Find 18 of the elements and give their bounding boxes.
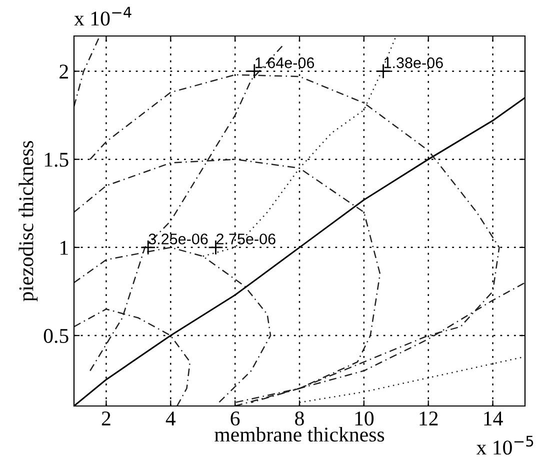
y-tick-label: 0.5	[44, 328, 68, 344]
y-tick-label: 1	[60, 240, 68, 255]
x-tick-label: 14	[484, 412, 503, 426]
x-tick-label: 6	[230, 412, 240, 426]
y-tick-label: 2	[60, 64, 68, 78]
x-tick-label: 8	[295, 411, 304, 426]
annotation: 2.75e-06	[216, 234, 276, 244]
text: x 10$^{−4}$	[74, 6, 132, 26]
annotation: 1.38e-06	[384, 57, 443, 68]
x-tick-label: 2	[102, 412, 110, 426]
text: x 10$^{−5}$	[476, 436, 534, 455]
x-tick-label: 4	[166, 412, 176, 426]
annotation: 1.64e-06	[256, 57, 314, 68]
y-tick-label: 1.5	[44, 152, 68, 167]
y-axis-title: piezodisc thickness	[18, 141, 38, 302]
x-tick-label: 10	[355, 411, 374, 426]
x-tick-label: 12	[420, 412, 438, 426]
x-axis-title: membrane thickness	[214, 426, 384, 442]
